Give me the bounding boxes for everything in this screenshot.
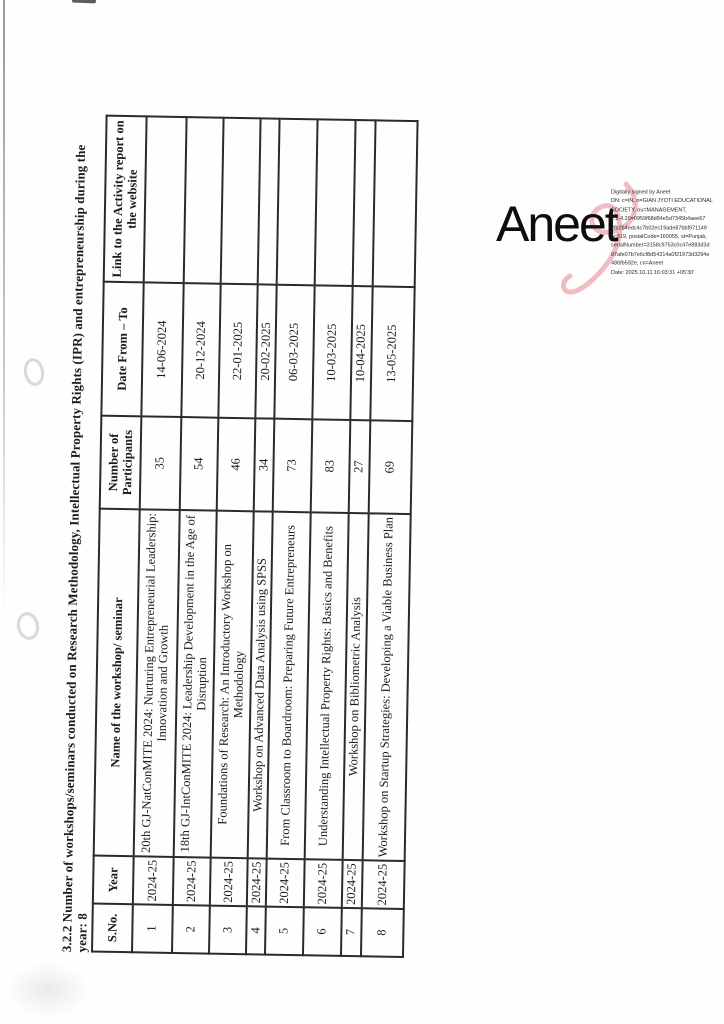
year-cell: 2024-25 — [246, 858, 267, 907]
date-cell: 10-04-2025 — [350, 286, 373, 421]
scan-edge-line — [3, 0, 5, 620]
name-cell: 20th GJ-NatConMITE 2024: Nurturing Entre… — [133, 509, 180, 857]
signature-detail-line: 97afe07b7e6cf8d54314a0f21973d3294e — [611, 251, 710, 258]
date-cell: 20-12-2024 — [181, 283, 221, 418]
date-cell: 20-02-2025 — [255, 284, 277, 419]
sno-cell: 4 — [245, 906, 266, 955]
participants-cell: 69 — [368, 420, 413, 515]
header-name: Name of the workshop/ seminar — [93, 508, 140, 857]
header-sno: S.No. — [92, 903, 133, 953]
participants-cell: 54 — [179, 417, 219, 511]
signature-detail-line: 2fb264edc4c7b02ec19ade87bbf971149 — [611, 225, 707, 231]
name-cell: From Classroom to Boardroom: Preparing F… — [266, 511, 311, 860]
date-cell: 22-01-2025 — [218, 283, 258, 419]
sno-cell: 6 — [302, 907, 342, 956]
year-cell: 2024-25 — [132, 856, 174, 905]
workshops-table: S.No. Year Name of the workshop/ seminar… — [91, 115, 419, 958]
signature-details: Digitally signed by Aneet DN: c=IN, o=GI… — [611, 188, 724, 277]
signature-detail-line: 5c319, postalCode=160055, st=Punjab, — [611, 234, 707, 240]
signature-detail-line: SOCIETY, ou=MANAGEMENT, — [611, 207, 687, 213]
year-cell: 2024-25 — [265, 858, 305, 908]
date-cell: 14-06-2024 — [141, 282, 184, 418]
scan-smudge — [6, 962, 90, 1018]
header-year: Year — [92, 855, 134, 905]
signature-detail-line: serialNumber=3158c9753c0c47e883d3d — [611, 242, 710, 249]
scan-top-mark — [71, 0, 97, 4]
header-participants: Number of Participants — [99, 415, 142, 510]
signature-detail-line: DN: c=IN, o=GIAN JYOTI EDUCATIONAL — [611, 198, 713, 204]
rotated-document-content: 3.2.2 Number of workshops/seminars condu… — [59, 106, 419, 958]
name-cell: 18th GJ-IntConMITE 2024: Leadership Deve… — [173, 510, 217, 858]
signature-name: Aneet — [496, 196, 619, 252]
signature-detail-line: Digitally signed by Aneet — [611, 189, 671, 196]
punch-hole-bottom — [14, 610, 42, 642]
participants-cell: 83 — [310, 419, 351, 513]
date-cell: 10-03-2025 — [312, 285, 353, 420]
participants-cell: 35 — [139, 416, 182, 511]
participants-cell: 27 — [348, 419, 371, 514]
link-cell — [276, 118, 318, 286]
link-cell — [143, 116, 187, 284]
year-cell: 2024-25 — [341, 859, 363, 909]
header-date: Date From – To — [101, 281, 144, 417]
sno-cell: 7 — [340, 907, 362, 957]
year-cell: 2024-25 — [172, 856, 211, 906]
date-cell: 13-05-2025 — [370, 286, 415, 422]
participants-cell: 73 — [272, 418, 313, 513]
link-cell — [183, 117, 224, 284]
name-cell: Workshop on Startup Strategies: Developi… — [362, 513, 411, 862]
sno-cell: 8 — [360, 908, 404, 957]
year-cell: 2024-25 — [303, 859, 343, 908]
year-cell: 2024-25 — [209, 857, 248, 907]
link-cell — [220, 117, 261, 285]
signature-flourish-icon — [561, 181, 638, 295]
punch-hole-top — [21, 356, 47, 388]
sno-cell: 2 — [172, 904, 210, 954]
signature-detail-line: Date: 2025.10.11 16:03:31 +05'30' — [611, 269, 695, 276]
header-link: Link to the Activity report on the websi… — [103, 115, 147, 283]
sno-cell: 5 — [264, 906, 304, 956]
participants-cell: 46 — [216, 417, 256, 512]
sno-cell: 3 — [208, 905, 247, 955]
sno-cell: 1 — [132, 904, 173, 953]
signature-detail-line: 2.5.4.20=0959f68d84e5d7345b4aee67 — [611, 216, 706, 222]
year-cell: 2024-25 — [361, 860, 405, 909]
signature-detail-line: 486fb592e, cn=Aneet — [611, 260, 664, 267]
name-cell: Understanding Intellectual Property Righ… — [304, 512, 349, 860]
link-cell — [372, 120, 418, 288]
name-cell: Foundations of Research: An Introductory… — [210, 510, 254, 859]
date-cell: 06-03-2025 — [274, 284, 315, 420]
link-cell — [314, 119, 356, 287]
participants-cell: 34 — [253, 418, 275, 512]
